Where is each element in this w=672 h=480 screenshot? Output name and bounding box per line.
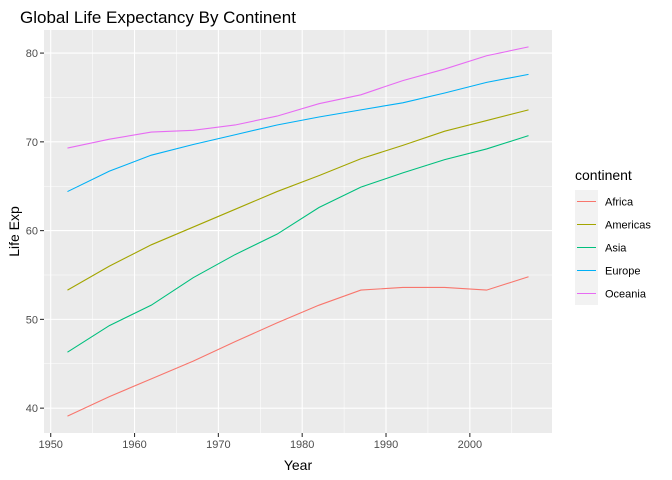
x-axis-title: Year — [284, 457, 313, 473]
x-tick-label: 1950 — [38, 439, 62, 451]
legend-label: Oceania — [605, 289, 647, 301]
series-line-oceania — [67, 46, 529, 149]
y-tick-label: 40 — [26, 403, 38, 415]
x-tick-label: 1980 — [290, 439, 314, 451]
series-line-africa — [67, 276, 529, 417]
legend-label: Asia — [605, 243, 627, 255]
x-tick-label: 1970 — [206, 439, 230, 451]
plot-panel — [44, 30, 552, 433]
major-gridlines — [44, 30, 552, 433]
x-tick-label: 1960 — [122, 439, 146, 451]
y-tick-label: 60 — [26, 226, 38, 238]
legend-label: Africa — [605, 197, 634, 209]
y-axis: 40 50 60 70 80 — [26, 48, 44, 415]
legend-title: continent — [575, 167, 632, 183]
chart-title: Global Life Expectancy By Continent — [20, 8, 296, 27]
x-axis: 1950 1960 1970 1980 1990 2000 — [38, 433, 482, 451]
minor-gridlines — [44, 30, 552, 433]
x-tick-label: 1990 — [374, 439, 398, 451]
series-line-asia — [67, 135, 529, 353]
series-line-americas — [67, 109, 529, 291]
y-tick-label: 80 — [26, 48, 38, 60]
y-tick-label: 50 — [26, 314, 38, 326]
x-tick-label: 2000 — [458, 439, 482, 451]
legend-label: Americas — [605, 220, 651, 232]
y-tick-label: 70 — [26, 137, 38, 149]
series-lines — [67, 46, 529, 417]
legend-label: Europe — [605, 266, 640, 278]
y-axis-title: Life Exp — [6, 206, 22, 257]
series-line-europe — [67, 73, 529, 193]
legend: continent Africa Americas Asia Europe Oceani… — [575, 167, 651, 305]
